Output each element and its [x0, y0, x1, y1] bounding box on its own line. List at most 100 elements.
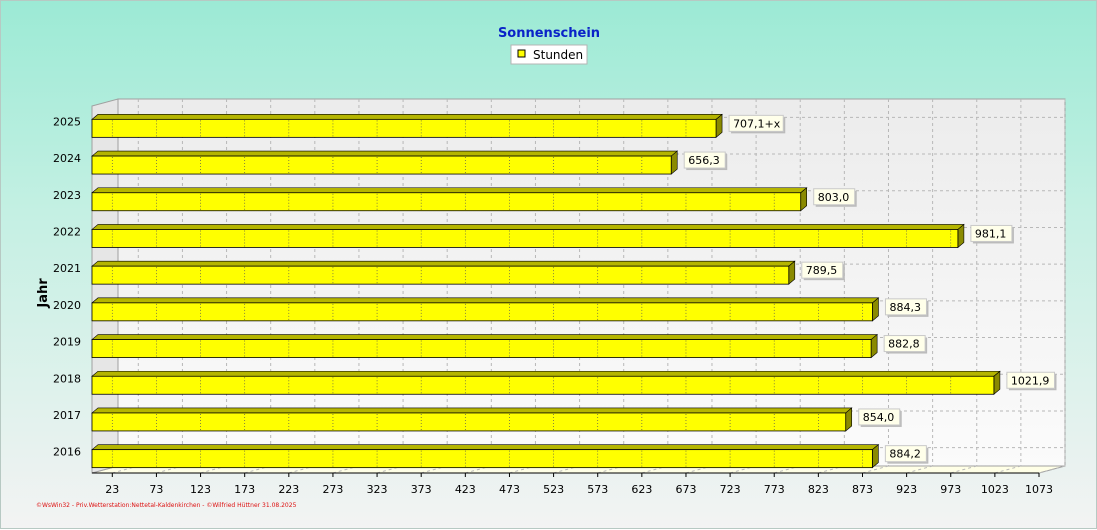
y-tick-label: 2016: [53, 446, 81, 459]
legend-swatch: [517, 49, 526, 58]
bar-top-face: [91, 407, 853, 414]
x-floor-gridline: [774, 465, 801, 474]
x-tick-label: 73: [149, 483, 163, 496]
x-floor-gridline: [332, 465, 360, 474]
y-tick-label: 2025: [53, 115, 81, 128]
y-tick-label: 2019: [53, 336, 81, 349]
x-floor-gridline: [685, 465, 713, 474]
y-tick-label: 2018: [53, 372, 81, 385]
x-floor-gridline: [818, 465, 845, 474]
data-label-box: [728, 114, 784, 132]
bar-top-face: [91, 260, 796, 267]
y-tick-label: 2023: [53, 189, 81, 202]
x-floor-gridline: [994, 465, 1022, 474]
x-tick-label: 623: [631, 483, 652, 496]
data-label-box: [813, 188, 856, 206]
x-tick-label: 423: [455, 483, 476, 496]
bar-top-face: [91, 370, 1001, 377]
x-floor-gridline: [376, 465, 404, 474]
legend: Stunden: [510, 44, 588, 65]
x-floor-gridline: [288, 465, 315, 474]
x-floor-gridline: [1038, 465, 1066, 474]
bar-top-face: [91, 444, 880, 450]
data-label: 884,2: [889, 448, 921, 461]
plot-area: 23 73 123 173 223 273 323 373 423 473 523 573 623 673…: [53, 98, 1066, 496]
x-floor-gridline: [112, 465, 139, 474]
x-floor-gridline: [906, 465, 933, 474]
x-floor-gridline: [641, 465, 668, 474]
bar: [91, 118, 717, 138]
data-label: 707,1+x: [733, 117, 781, 130]
y-axis-title: Jahr: [36, 278, 51, 309]
bar-top-face: [91, 297, 880, 304]
y-tick-label: 2020: [53, 299, 81, 312]
data-label: 1021,9: [1011, 374, 1050, 387]
x-floor-gridline: [156, 465, 183, 474]
legend-label: Stunden: [533, 48, 583, 62]
x-tick-label: 123: [190, 483, 211, 496]
x-tick-label: 323: [367, 483, 388, 496]
x-tick-label: 473: [499, 483, 520, 496]
x-tick-label: 273: [322, 483, 343, 496]
y-tick-label: 2021: [53, 262, 81, 275]
data-label: 882,8: [888, 338, 920, 351]
data-label: 854,0: [863, 411, 895, 424]
x-tick-label: 773: [764, 483, 785, 496]
x-floor-gridline: [244, 465, 271, 474]
x-floor-gridline: [421, 465, 448, 474]
bar-top-face: [91, 187, 808, 194]
data-label: 981,1: [975, 227, 1007, 240]
bar: [91, 375, 995, 395]
bar: [91, 155, 672, 175]
x-tick-label: 523: [543, 483, 564, 496]
x-tick-label: 223: [278, 483, 299, 496]
data-label-box: [883, 335, 926, 353]
data-label-box: [1006, 371, 1056, 389]
y-tick-label: 2022: [53, 225, 81, 238]
x-floor-gridline: [553, 465, 580, 474]
x-tick-label: 673: [675, 483, 696, 496]
data-label-box: [683, 151, 726, 169]
x-tick-label: 973: [940, 483, 961, 496]
x-floor-gridline: [509, 465, 536, 474]
x-tick-label: 823: [808, 483, 829, 496]
x-tick-label: 873: [852, 483, 873, 496]
footer-credit: ©WsWin32 - Priv.Wetterstation:Nettetal-K…: [36, 502, 297, 509]
x-floor-gridline: [465, 465, 492, 474]
bar: [91, 265, 790, 285]
data-label-box: [801, 261, 844, 279]
bar-top-face: [91, 334, 878, 340]
data-label-box: [884, 298, 927, 316]
legend-box: [510, 44, 588, 65]
bar: [91, 412, 847, 432]
bar-top-face: [91, 150, 679, 157]
data-label-box: [884, 445, 927, 463]
bar: [91, 302, 873, 322]
x-floor-gridline: [597, 465, 624, 474]
bar: [91, 339, 872, 358]
y-tick-label: 2024: [53, 152, 81, 165]
bar: [91, 229, 959, 248]
bar: [91, 192, 802, 212]
x-tick-label: 1023: [981, 483, 1009, 496]
data-label: 656,3: [688, 154, 720, 167]
x-floor-gridline: [950, 465, 977, 474]
x-tick-label: 923: [896, 483, 917, 496]
x-tick-label: 373: [411, 483, 432, 496]
bar: [91, 449, 873, 469]
bar-top-face: [91, 224, 965, 230]
chart-title: Sonnenschein: [498, 26, 600, 41]
data-label-box: [858, 408, 901, 426]
x-tick-label: 173: [234, 483, 255, 496]
x-floor-gridline: [862, 465, 889, 474]
bar-top-face: [91, 114, 723, 120]
data-label: 884,3: [889, 301, 921, 314]
data-label-box: [970, 224, 1013, 242]
data-label: 789,5: [806, 264, 838, 277]
x-floor-gridline: [200, 465, 227, 474]
x-floor-gridline: [729, 465, 757, 474]
x-tick-label: 1073: [1025, 483, 1053, 496]
y-tick-label: 2017: [53, 409, 81, 422]
